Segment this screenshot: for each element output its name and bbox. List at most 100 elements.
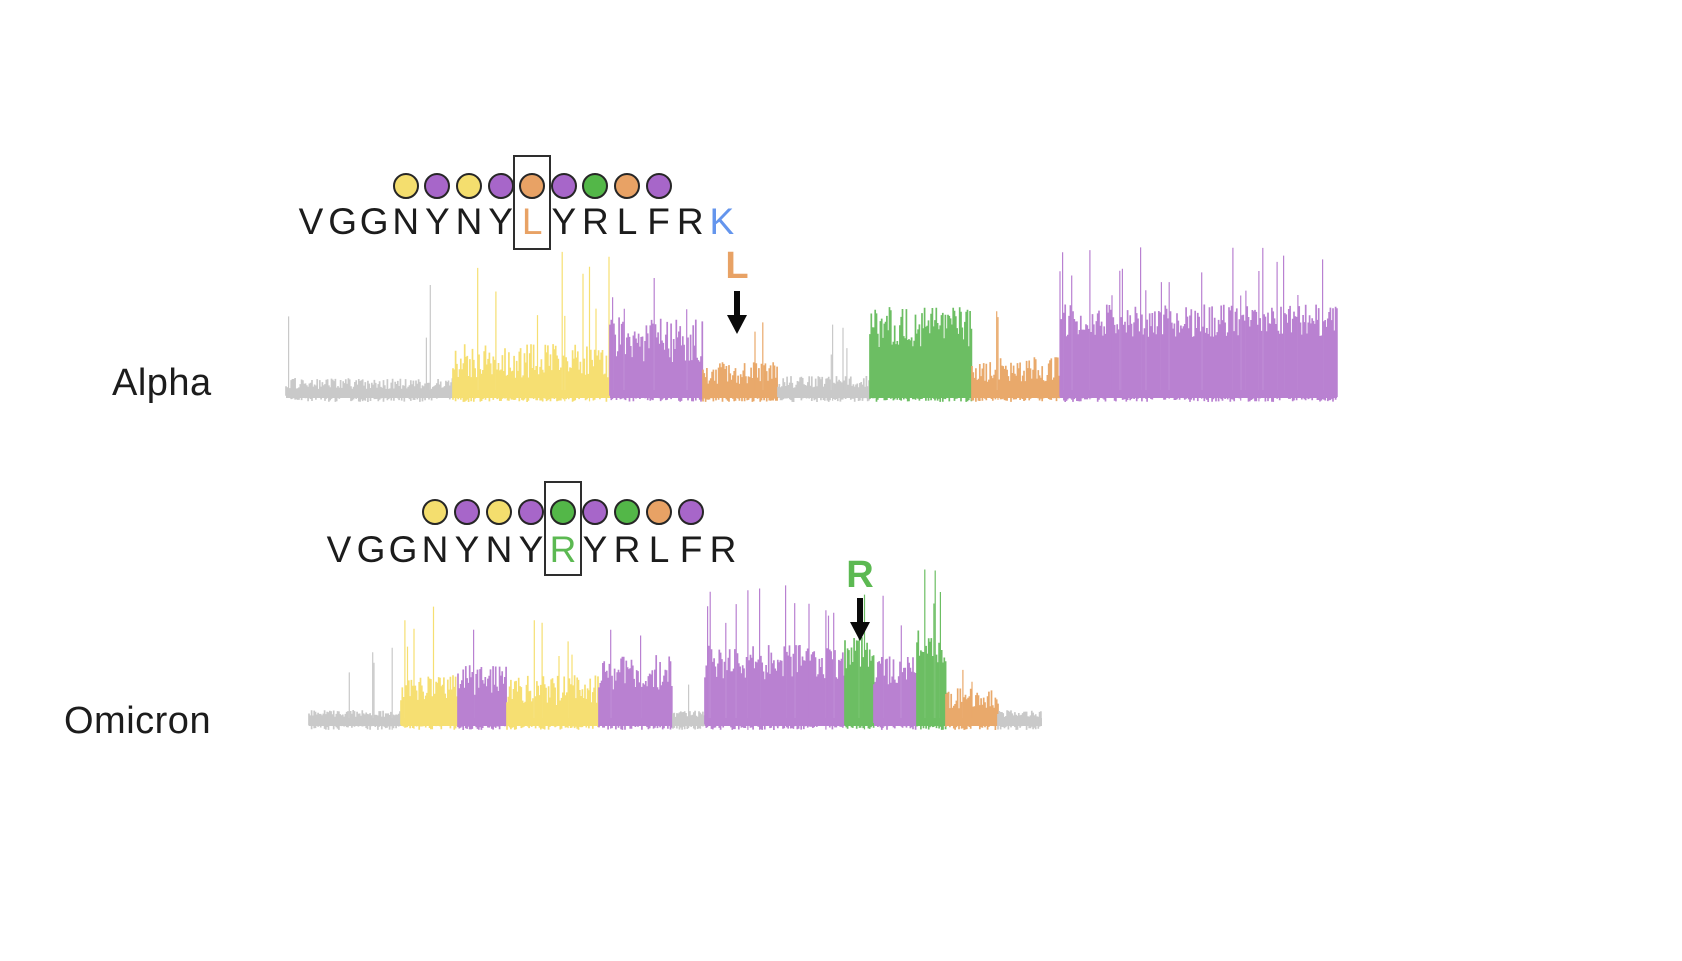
trace-baseline-band-purple <box>610 390 703 398</box>
trace-segment-purple <box>1060 304 1338 402</box>
residue-circle-yellow <box>422 499 448 525</box>
residue-circle-orange <box>519 173 546 199</box>
residue-letter-y-4: Y <box>454 529 480 570</box>
trace-segment-yellow <box>400 675 458 730</box>
trace-baseline-band-green <box>845 718 874 726</box>
residue-letter-y-8: Y <box>551 201 577 242</box>
trace-segment-orange <box>971 357 1060 402</box>
trace-baseline-band-orange <box>703 390 778 398</box>
trace-segment-green <box>844 637 875 729</box>
trace-segment-yellow <box>452 344 609 402</box>
trace-baseline-band-gray <box>286 390 453 398</box>
trace-segment-orange <box>945 688 999 730</box>
trace-baseline-band-orange <box>946 718 998 726</box>
omicron-signal-trace <box>308 569 1042 730</box>
trace-baseline-band-yellow <box>401 718 458 726</box>
trace-baseline-band-gray <box>998 718 1042 726</box>
trace-baseline-band-green <box>917 718 946 726</box>
residue-circle-green <box>550 499 576 525</box>
residue-circle-purple <box>645 173 672 199</box>
trace-baseline-band-purple <box>1060 390 1337 398</box>
residue-letter-g-2: G <box>359 201 389 242</box>
trace-baseline-band-purple <box>705 718 845 726</box>
down-arrow-icon <box>847 598 873 647</box>
mutation-highlight-box <box>544 481 582 576</box>
residue-letter-y-6: Y <box>518 529 544 570</box>
residue-circle-green <box>582 173 609 199</box>
trace-baseline-band-purple <box>874 718 917 726</box>
residue-letter-n-5: N <box>455 201 483 242</box>
trace-segment-orange <box>996 311 999 400</box>
residue-circle-yellow <box>486 499 512 525</box>
trace-baseline-band-gray <box>778 390 870 398</box>
trace-segment-green <box>924 569 941 727</box>
residue-letter-f-11: F <box>647 201 670 242</box>
residue-letter-v-0: V <box>298 201 324 242</box>
residue-letter-l-10: L <box>648 529 670 570</box>
trace-baseline-band-purple <box>458 718 507 726</box>
residue-letter-l-7: L <box>521 201 543 242</box>
trace-segment-yellow <box>506 675 599 730</box>
residue-letter-n-5: N <box>485 529 513 570</box>
residue-circle-purple <box>678 499 704 525</box>
residue-letter-n-3: N <box>392 201 420 242</box>
variant-label-alpha: Alpha <box>112 362 212 404</box>
trace-segment-purple <box>873 656 918 730</box>
residue-letter-r-12: R <box>709 529 737 570</box>
residue-letter-y-4: Y <box>425 201 450 242</box>
trace-segment-purple <box>457 665 507 730</box>
trace-segment-purple <box>610 629 642 729</box>
residue-circle-purple <box>550 173 577 199</box>
trace-segment-gray <box>777 376 870 402</box>
trace-segment-yellow <box>533 620 573 729</box>
trace-segment-yellow <box>404 606 435 729</box>
trace-segment-gray <box>830 324 848 401</box>
residue-letter-y-8: Y <box>582 529 608 570</box>
residue-letter-r-9: R <box>582 201 609 242</box>
alpha-signal-trace <box>285 247 1338 402</box>
residue-letter-r-9: R <box>613 529 641 570</box>
trace-segment-purple <box>612 278 688 400</box>
trace-baseline-band-yellow <box>507 718 599 726</box>
trace-segment-purple <box>1059 247 1324 402</box>
trace-segment-yellow <box>477 251 610 402</box>
residue-letter-y-6: Y <box>488 201 513 242</box>
trace-baseline-band-yellow <box>453 390 610 398</box>
residue-circle-purple <box>518 499 544 525</box>
residue-circle-green <box>614 499 640 525</box>
trace-segment-green <box>869 307 973 402</box>
trace-segment-purple <box>882 595 902 728</box>
residue-letter-g-1: G <box>328 201 357 242</box>
residue-circle-orange <box>614 173 640 199</box>
residue-circle-purple <box>582 499 608 525</box>
residue-circle-yellow <box>456 173 482 199</box>
mutation-highlight-box <box>513 155 552 250</box>
residue-circle-orange <box>646 499 672 525</box>
residue-circle-purple <box>487 173 514 199</box>
residue-letter-g-2: G <box>388 529 418 570</box>
variant-label-omicron: Omicron <box>64 700 212 742</box>
trace-segment-gray <box>288 285 431 396</box>
mutation-pointer-label: L <box>725 245 749 287</box>
residue-circle-purple <box>424 173 451 199</box>
mutation-pointer-label: R <box>846 554 874 596</box>
residue-circle-yellow <box>392 173 419 199</box>
residue-letter-n-3: N <box>421 529 449 570</box>
residue-letter-k-13: K <box>709 201 735 242</box>
residue-letter-r-12: R <box>676 201 704 242</box>
trace-baseline-band-purple <box>599 718 673 726</box>
trace-segment-green <box>916 630 947 730</box>
trace-segment-gray <box>348 647 393 730</box>
down-arrow-icon <box>724 291 750 340</box>
trace-baseline-band-orange <box>972 390 1060 398</box>
residue-letter-v-0: V <box>326 529 352 570</box>
trace-segment-orange <box>754 322 764 398</box>
trace-segment-purple <box>704 645 845 730</box>
residue-letter-l-10: L <box>616 201 638 242</box>
trace-baseline-band-gray <box>309 718 401 726</box>
trace-baseline-band-gray <box>673 718 705 726</box>
trace-segment-purple <box>609 317 704 402</box>
trace-baseline-band-green <box>870 390 972 398</box>
